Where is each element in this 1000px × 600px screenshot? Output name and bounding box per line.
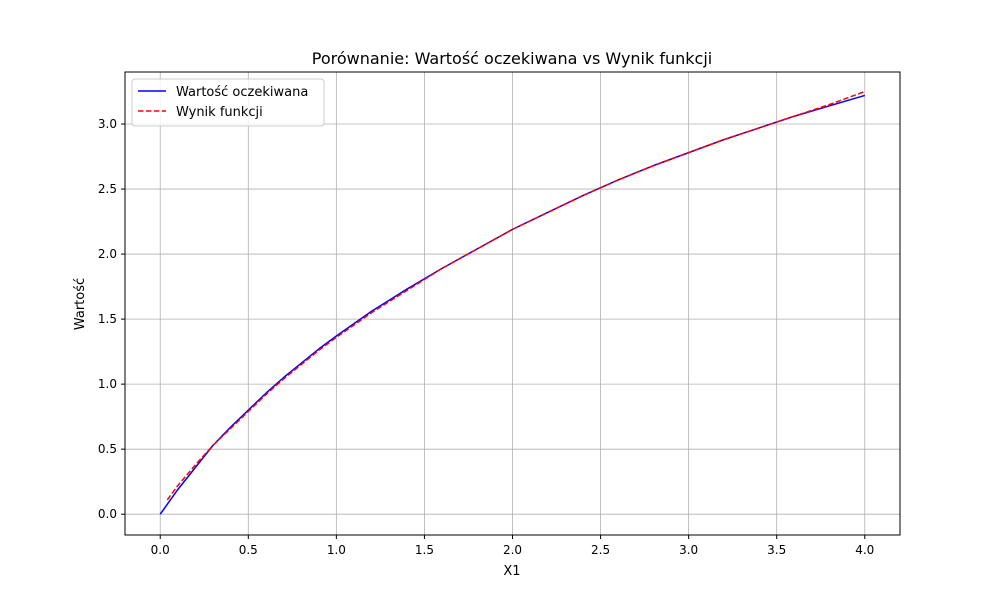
legend: Wartość oczekiwana Wynik funkcji — [131, 78, 325, 127]
chart-title: Porównanie: Wartość oczekiwana vs Wynik … — [312, 49, 712, 68]
y-tick-label: 3.0 — [98, 117, 117, 131]
y-tick-label: 2.0 — [98, 247, 117, 261]
x-tick-label: 1.0 — [327, 543, 346, 557]
y-tick-label: 0.5 — [98, 442, 117, 456]
y-axis-label: Wartość — [73, 278, 88, 330]
x-tick-label: 4.0 — [855, 543, 874, 557]
x-tick-label: 2.5 — [591, 543, 610, 557]
y-tick-label: 0.0 — [98, 507, 117, 521]
x-axis-ticks: 0.0 0.5 1.0 1.5 2.0 2.5 3.0 3.5 4.0 — [151, 535, 874, 557]
legend-label-function: Wynik funkcji — [176, 105, 263, 120]
legend-box — [131, 78, 325, 127]
series-line-function — [166, 90, 866, 501]
x-tick-label: 0.5 — [239, 543, 258, 557]
series-lines — [159, 90, 866, 515]
x-tick-label: 3.5 — [767, 543, 786, 557]
y-tick-label: 2.5 — [98, 182, 117, 196]
y-axis-ticks: 0.0 0.5 1.0 1.5 2.0 2.5 3.0 — [98, 117, 125, 521]
x-tick-label: 3.0 — [679, 543, 698, 557]
x-tick-label: 0.0 — [151, 543, 170, 557]
x-tick-label: 1.5 — [415, 543, 434, 557]
x-tick-label: 2.0 — [503, 543, 522, 557]
x-axis-label: X1 — [503, 564, 520, 579]
y-tick-label: 1.5 — [98, 312, 117, 326]
y-tick-label: 1.0 — [98, 377, 117, 391]
legend-label-expected: Wartość oczekiwana — [176, 85, 308, 100]
